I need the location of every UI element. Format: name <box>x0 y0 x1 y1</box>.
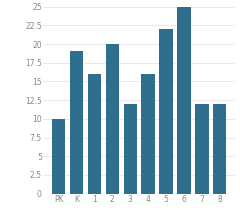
Bar <box>52 119 65 194</box>
Bar <box>106 44 119 194</box>
Bar <box>159 29 173 194</box>
Bar <box>213 104 227 194</box>
Bar <box>141 74 155 194</box>
Bar <box>195 104 209 194</box>
Bar <box>88 74 101 194</box>
Bar <box>177 7 191 194</box>
Bar <box>124 104 137 194</box>
Bar <box>70 51 83 194</box>
